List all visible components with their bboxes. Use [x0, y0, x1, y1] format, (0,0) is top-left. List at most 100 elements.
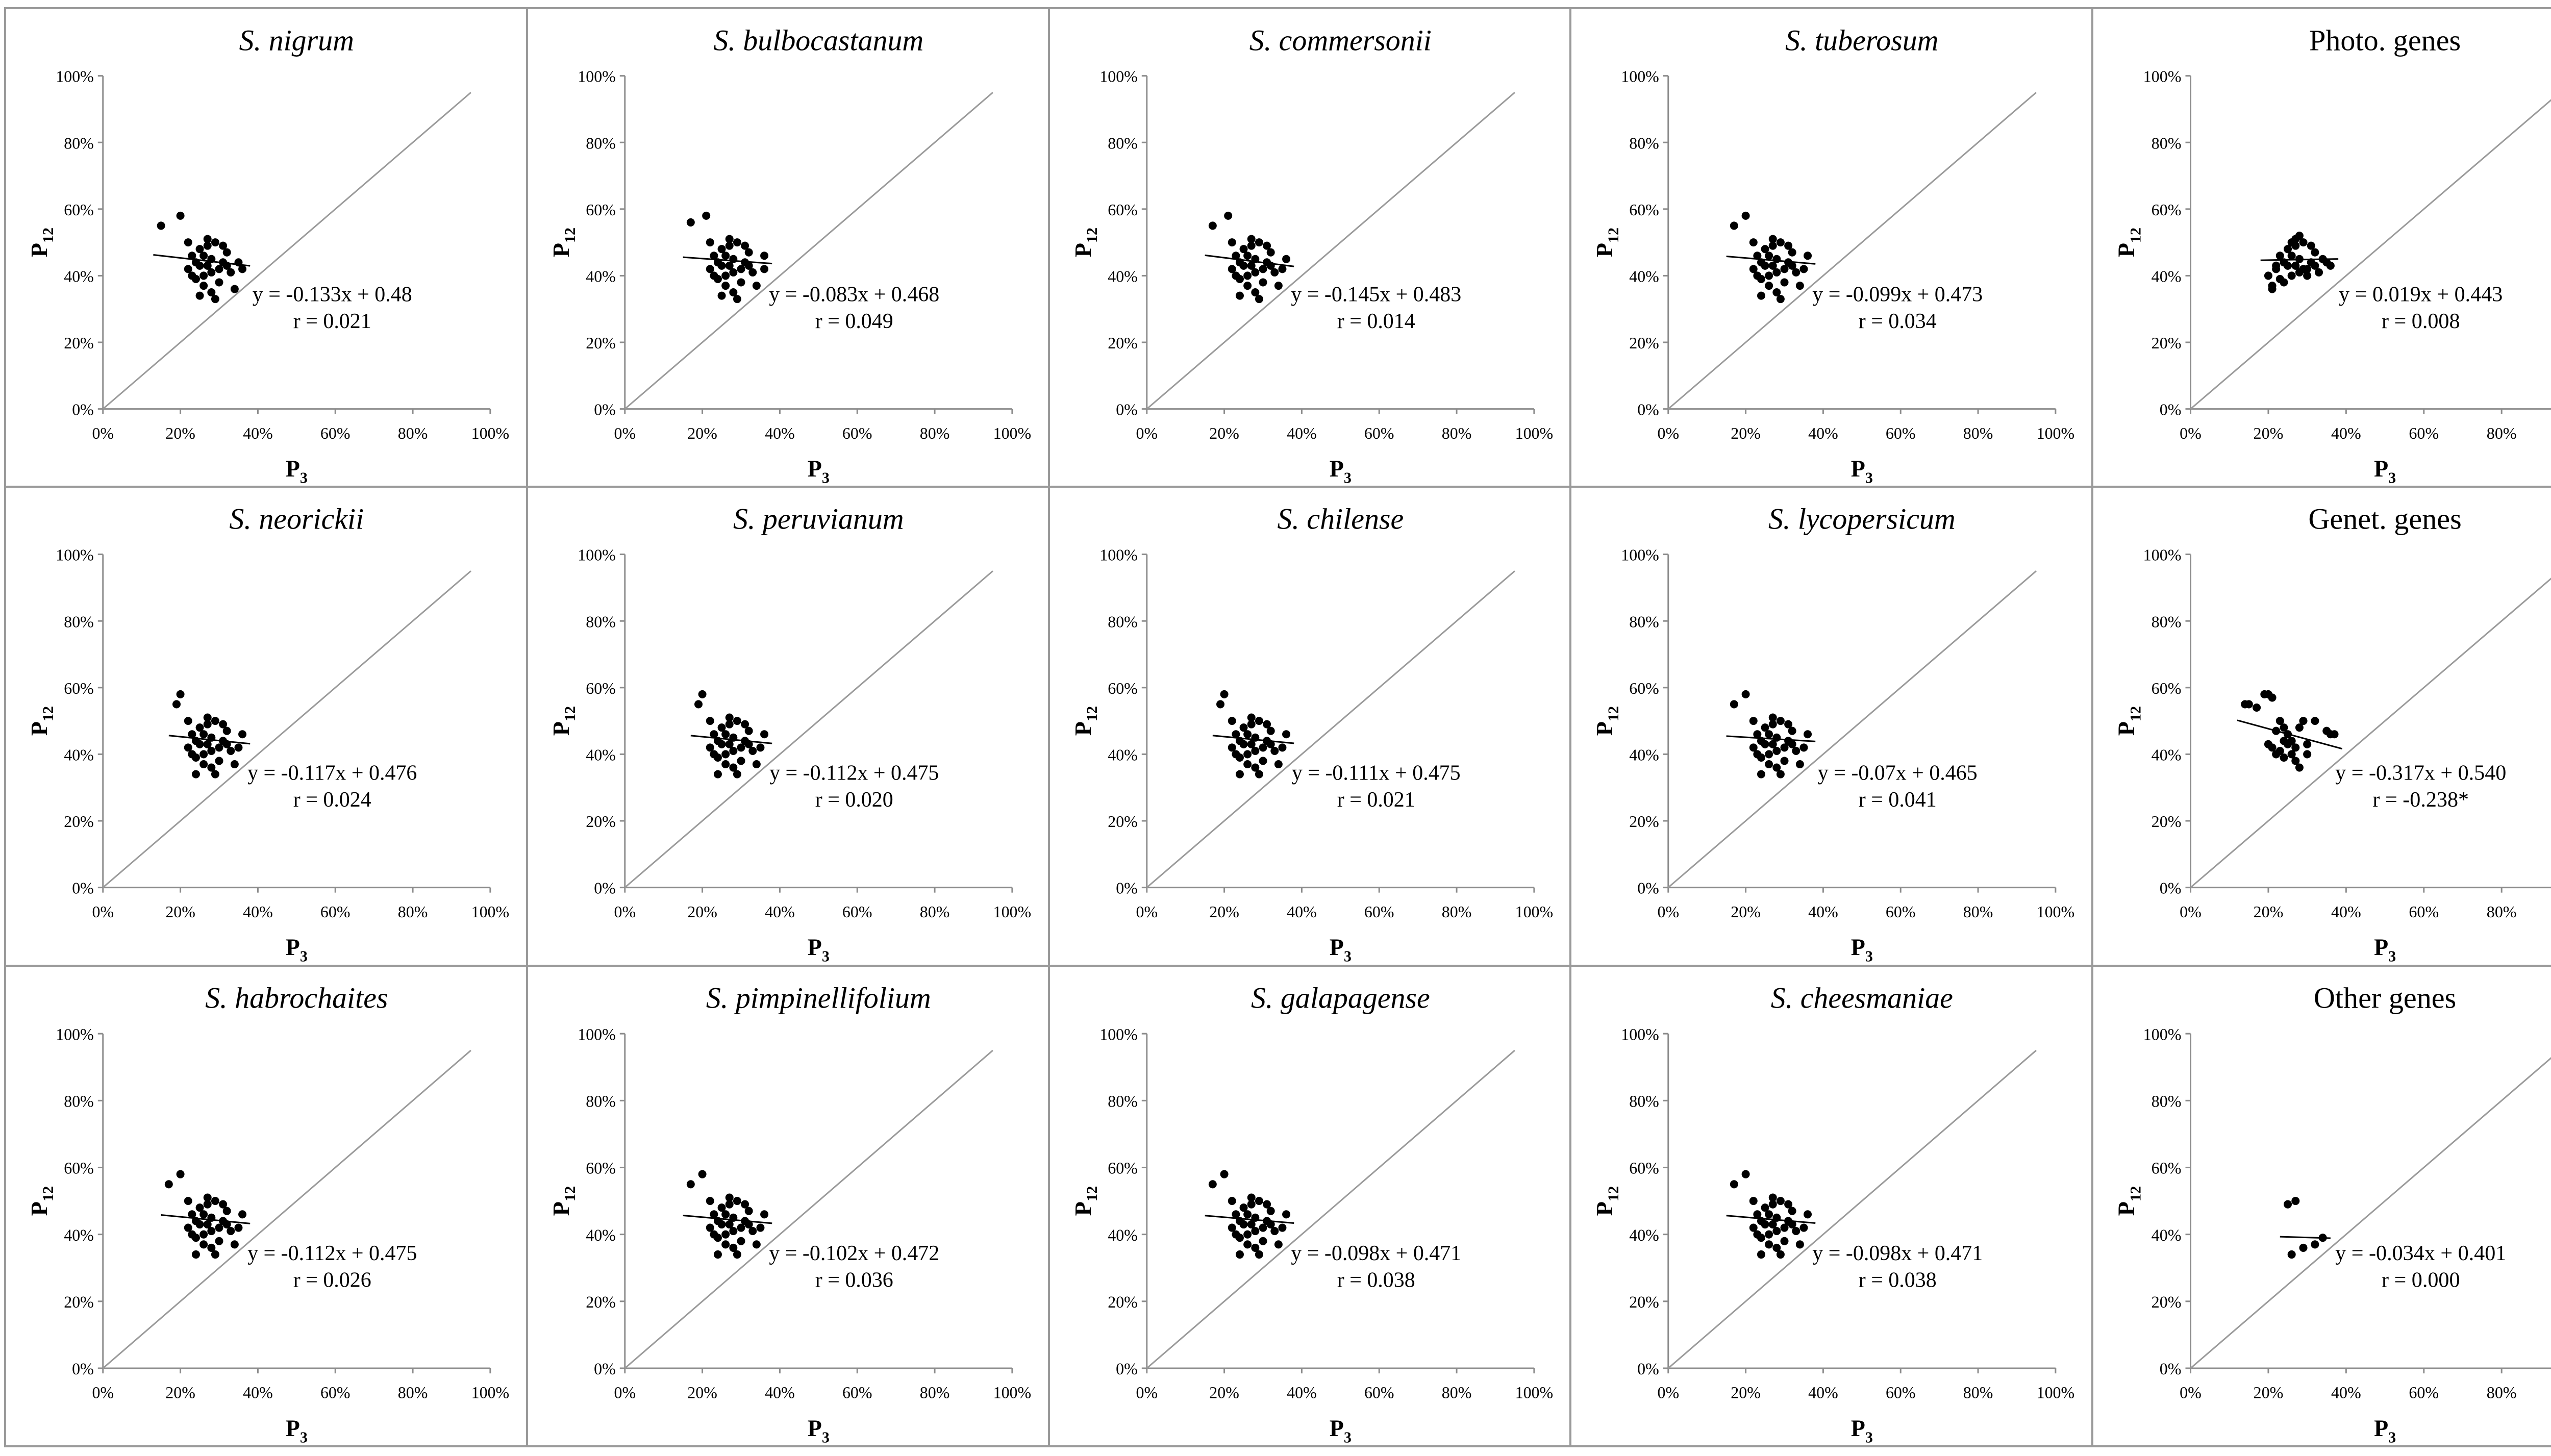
chart-panel: S. nigrum 0% 0% 20% 20% 40% 40% 60% 60% 80% 80% 100…	[6, 9, 528, 488]
regression-equation: y = -0.133x + 0.48	[253, 283, 412, 307]
regression-equation: y = -0.317x + 0.540	[2335, 761, 2506, 785]
diagonal-reference-line	[2190, 578, 2551, 889]
y-tick-label: 20%	[1108, 1292, 1138, 1311]
x-axis-label-text: P	[2374, 456, 2388, 482]
axis-label-subscript: 12	[561, 228, 579, 243]
data-point	[2275, 274, 2285, 283]
data-point	[199, 1210, 208, 1219]
data-point	[1765, 281, 1773, 290]
data-point	[740, 720, 749, 729]
data-point	[725, 720, 734, 729]
regression-line	[1726, 1214, 1816, 1224]
y-tick-label: 60%	[64, 200, 94, 219]
regression-line	[161, 1214, 251, 1224]
data-point	[1247, 261, 1256, 270]
data-point	[227, 268, 235, 277]
data-point	[1231, 1210, 1240, 1219]
data-point	[1780, 1223, 1789, 1232]
chart-svg: S. nigrum 0% 0% 20% 20% 40% 40% 60% 60% 80% 80% 100…	[26, 23, 509, 486]
data-point	[1777, 1196, 1785, 1205]
data-point	[744, 740, 753, 749]
data-point	[1259, 1237, 1267, 1245]
regression-equation: y = -0.098x + 0.471	[1813, 1241, 1983, 1265]
axis-label-subscript: 12	[1605, 1186, 1622, 1201]
data-point	[706, 265, 714, 273]
axis-label-subscript: 3	[822, 469, 830, 486]
data-point	[706, 743, 714, 752]
y-tick-label: 20%	[1630, 334, 1660, 352]
data-point	[1251, 747, 1259, 756]
data-point	[1239, 1203, 1248, 1212]
data-point	[191, 770, 200, 779]
x-tick-label: 20%	[1209, 424, 1239, 442]
data-point	[219, 241, 228, 250]
data-point	[1749, 238, 1758, 247]
data-point	[1278, 265, 1287, 273]
data-point	[1255, 238, 1263, 247]
data-point	[2244, 700, 2254, 709]
x-tick-label: 80%	[2487, 902, 2517, 921]
data-point	[188, 1230, 196, 1239]
data-point	[1239, 723, 1248, 732]
x-tick-label: 100%	[1515, 902, 1553, 921]
y-axis-label-text: P	[1591, 721, 1617, 736]
x-tick-label: 80%	[2487, 424, 2517, 442]
correlation-coefficient: r = 0.049	[815, 310, 893, 333]
data-point	[1231, 750, 1240, 759]
x-axis-label: P3	[1851, 456, 1873, 486]
data-point	[219, 720, 228, 729]
y-tick-label: 40%	[586, 746, 616, 764]
y-tick-label: 60%	[64, 679, 94, 697]
x-tick-label: 60%	[1364, 1383, 1394, 1401]
data-point	[215, 1237, 223, 1245]
axis-label-subscript: 3	[2388, 1428, 2396, 1445]
y-tick-label: 100%	[1099, 1025, 1138, 1043]
data-point	[721, 271, 730, 280]
data-point	[184, 1196, 192, 1205]
x-axis-label: P3	[808, 456, 830, 486]
regression-line	[153, 254, 251, 267]
data-point	[756, 743, 765, 752]
y-tick-label: 60%	[1108, 200, 1138, 219]
y-tick-label: 60%	[586, 200, 616, 219]
data-point	[207, 1243, 216, 1252]
y-tick-label: 40%	[64, 746, 94, 764]
x-axis-label-text: P	[1329, 1415, 1343, 1441]
axis-label-subscript: 3	[1343, 469, 1351, 486]
axis-label-subscript: 3	[1343, 948, 1351, 965]
data-point	[1247, 235, 1256, 243]
y-tick-label: 80%	[1108, 1092, 1138, 1110]
data-point	[1243, 1240, 1252, 1249]
x-axis-label: P3	[2374, 1416, 2396, 1445]
data-point	[215, 743, 223, 752]
axis-label-subscript: 12	[1083, 706, 1101, 721]
diagonal-reference-line	[1668, 570, 2037, 889]
axis-label-subscript: 3	[2388, 948, 2396, 965]
data-point	[1216, 700, 1224, 709]
data-point	[1243, 1230, 1252, 1239]
data-point	[1784, 1200, 1793, 1209]
data-point	[2291, 241, 2300, 250]
data-point	[203, 235, 212, 243]
data-point	[1231, 730, 1240, 739]
data-point	[2299, 717, 2308, 725]
y-tick-label: 100%	[2143, 1025, 2182, 1043]
x-axis-label: P3	[286, 456, 308, 486]
data-point	[1259, 265, 1267, 273]
correlation-coefficient: r = 0.021	[1337, 788, 1415, 812]
chart-svg: S. bulbocastanum 0% 0% 20% 20% 40% 40% 60% 60% 80…	[548, 23, 1031, 486]
correlation-coefficient: r = 0.000	[2382, 1268, 2460, 1292]
data-point	[1228, 265, 1236, 273]
y-tick-label: 100%	[56, 546, 94, 564]
data-point	[1761, 740, 1769, 749]
axis-label-subscript: 3	[1343, 1428, 1351, 1445]
x-tick-label: 40%	[1287, 902, 1317, 921]
axis-label-subscript: 12	[2127, 1186, 2144, 1201]
data-point	[1239, 245, 1248, 254]
axis-label-subscript: 3	[1865, 469, 1873, 486]
data-point	[195, 740, 204, 749]
y-tick-label: 100%	[1621, 546, 1660, 564]
data-point	[1780, 743, 1789, 752]
data-point	[230, 1240, 239, 1249]
y-axis-label-text: P	[548, 721, 574, 736]
